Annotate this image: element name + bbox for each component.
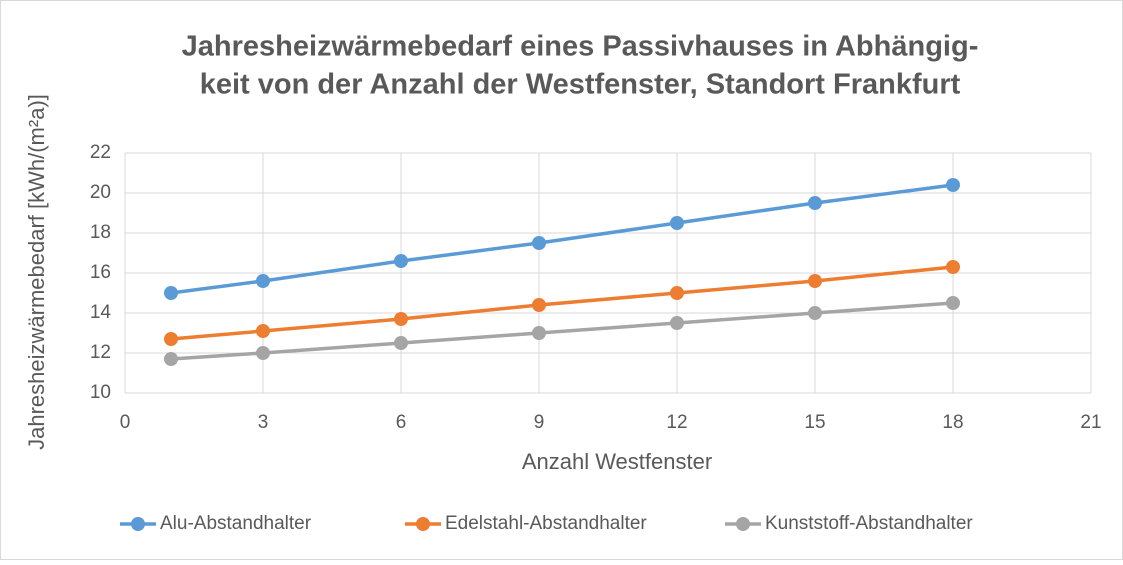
x-tick-label: 21 [1080, 412, 1101, 433]
data-point [394, 336, 408, 350]
data-point [394, 312, 408, 326]
y-tick-label: 22 [90, 142, 111, 163]
y-axis-title: Jahresheizwärmebedarf [kWh/(m²a)] [24, 94, 49, 450]
x-tick-label: 6 [396, 412, 407, 433]
data-point [164, 352, 178, 366]
data-point [532, 236, 546, 250]
y-tick-label: 10 [90, 382, 111, 403]
data-point [394, 254, 408, 268]
legend-label: Alu-Abstandhalter [160, 513, 312, 534]
x-tick-label: 9 [534, 412, 545, 433]
x-tick-label: 12 [666, 412, 687, 433]
data-point [532, 298, 546, 312]
legend-swatch [416, 517, 430, 531]
legend-swatch [736, 517, 750, 531]
data-point [808, 274, 822, 288]
data-point [670, 316, 684, 330]
data-point [532, 326, 546, 340]
data-point [164, 286, 178, 300]
data-point [946, 260, 960, 274]
y-tick-label: 20 [90, 182, 111, 203]
data-point [946, 296, 960, 310]
legend-label: Kunststoff-Abstandhalter [765, 513, 973, 534]
chart-title: keit von der Anzahl der Westfenster, Sta… [200, 69, 961, 101]
legend-swatch [131, 517, 145, 531]
legend-label: Edelstahl-Abstandhalter [445, 513, 647, 534]
x-tick-label: 3 [258, 412, 269, 433]
data-point [670, 286, 684, 300]
data-point [256, 274, 270, 288]
data-point [256, 346, 270, 360]
data-point [808, 306, 822, 320]
data-point [946, 178, 960, 192]
y-tick-label: 14 [90, 302, 112, 323]
y-tick-label: 18 [90, 222, 111, 243]
data-point [256, 324, 270, 338]
data-point [670, 216, 684, 230]
y-tick-label: 16 [90, 262, 111, 283]
data-point [808, 196, 822, 210]
x-tick-label: 18 [942, 412, 963, 433]
x-tick-label: 15 [804, 412, 825, 433]
x-axis-title: Anzahl Westfenster [522, 449, 712, 474]
y-tick-label: 12 [90, 342, 111, 363]
x-tick-label: 0 [120, 412, 131, 433]
data-point [164, 332, 178, 346]
chart-title: Jahresheizwärmebedarf eines Passivhauses… [182, 31, 979, 63]
